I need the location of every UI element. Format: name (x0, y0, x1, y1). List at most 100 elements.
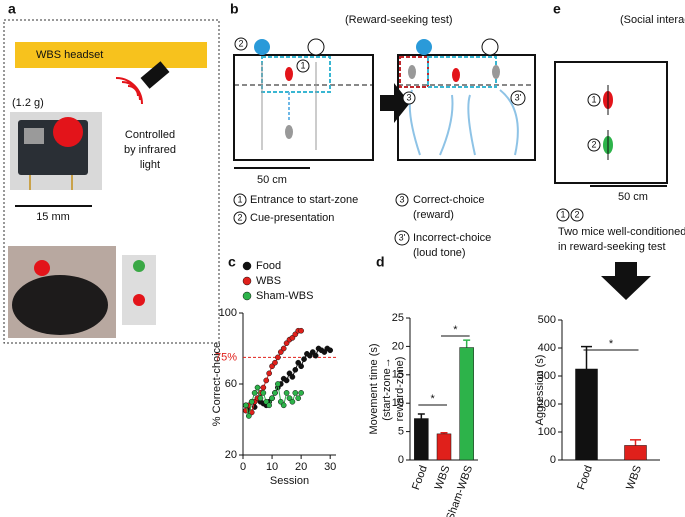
panel-title: (Social interaction) (620, 14, 685, 26)
control-line: light (140, 159, 160, 171)
y-tick-label: 10 (392, 397, 404, 409)
y-tick-label: 400 (538, 342, 556, 354)
x-tick-label: 20 (295, 461, 307, 473)
bar (459, 347, 474, 461)
bar (624, 445, 647, 461)
legend-swatch (242, 276, 252, 286)
marker: 1 (591, 94, 596, 104)
legend-text: Incorrect-choice (413, 232, 491, 244)
y-tick-label: 100 (538, 426, 556, 438)
bar (575, 368, 598, 461)
bar (414, 418, 429, 461)
x-tick-label: WBS (624, 464, 644, 492)
data-point (298, 390, 304, 396)
marker: 2 (237, 212, 242, 222)
bar (436, 433, 452, 461)
y-tick-label: 25 (392, 312, 404, 324)
data-point (289, 374, 296, 380)
panel-title: (Reward-seeking test) (345, 14, 453, 26)
data-point (269, 395, 275, 402)
marker: 3' (399, 232, 406, 242)
x-axis-label: Session (270, 475, 309, 487)
data-point (327, 347, 334, 354)
arena-social (554, 61, 668, 222)
panel-frame (3, 19, 220, 344)
panel-letter: e (553, 1, 561, 17)
y-tick-label: 20 (392, 340, 404, 352)
data-point (254, 384, 261, 391)
y-axis-label: % Correct-choice (211, 342, 223, 426)
significance-label: * (431, 393, 436, 405)
y-tick-label: 60 (225, 378, 237, 390)
x-tick-label: 10 (266, 461, 278, 473)
legend-text: (reward) (413, 209, 454, 221)
y-tick-label: 500 (538, 314, 556, 326)
headset-label: WBS headset (36, 49, 103, 61)
legend-text: Correct-choice (413, 194, 485, 206)
ir-transmitter (115, 61, 170, 105)
arena-right (397, 38, 536, 161)
y-tick-label: 200 (538, 398, 556, 410)
scale-label: 50 cm (257, 174, 287, 186)
data-point (292, 366, 299, 373)
data-point (283, 390, 290, 396)
y-tick-label: 20 (225, 449, 237, 461)
y-tick-label: 0 (398, 454, 404, 466)
y-axis-label: Aggression (s) (534, 355, 546, 426)
data-point (260, 390, 267, 396)
data-point (301, 356, 307, 362)
legend-swatch (242, 261, 252, 271)
note: Two mice well-conditioned (558, 226, 685, 238)
panel-letter: c (228, 254, 236, 270)
marker: 3 (399, 194, 404, 204)
legend-text: Entrance to start-zone (250, 194, 358, 206)
y-tick-label: 100 (219, 307, 237, 319)
panel-letter: b (230, 1, 239, 17)
x-tick-label: WBS (433, 464, 453, 492)
significance-label: * (453, 324, 458, 336)
data-point (266, 402, 273, 409)
headset-banner (15, 42, 207, 68)
arrow (601, 262, 651, 300)
data-point (272, 390, 278, 396)
y-axis-label: (start-zone→ (381, 357, 393, 421)
panel-letter: a (8, 1, 16, 17)
arena-left (233, 37, 374, 161)
legend-markers (233, 193, 410, 246)
x-tick-label: Food (575, 464, 595, 492)
marker: 2 (591, 139, 596, 149)
data-point (251, 390, 258, 396)
data-point (280, 345, 287, 352)
scale-label: 50 cm (618, 191, 648, 203)
data-point (260, 384, 267, 391)
x-tick-label: 30 (324, 461, 336, 473)
data-point (243, 402, 249, 409)
data-point (312, 352, 319, 359)
marker: 3 (406, 92, 411, 102)
legend-swatch (242, 291, 252, 301)
note: in reward-seeking test (558, 241, 666, 253)
data-point (245, 413, 252, 419)
y-tick-label: 300 (538, 370, 556, 382)
data-point (280, 402, 287, 409)
data-point (257, 395, 264, 402)
legend-label: Food (256, 260, 281, 272)
y-axis-label: Movement time (s) (368, 343, 380, 434)
scale-label: 15 mm (36, 211, 70, 223)
data-point (272, 359, 278, 366)
marker: 2 (574, 209, 579, 219)
marker: 3' (515, 92, 522, 102)
annotation: 75% (215, 351, 237, 363)
weight: (1.2 g) (12, 97, 44, 109)
legend-label: WBS (256, 275, 281, 287)
data-point (263, 377, 270, 384)
significance-label: * (609, 338, 614, 350)
data-point (248, 398, 255, 405)
data-point (289, 398, 296, 405)
legend-label: Sham-WBS (256, 290, 313, 302)
data-point (298, 363, 304, 370)
y-tick-label: 0 (550, 454, 556, 466)
marker: 1 (560, 209, 565, 219)
data-point (266, 370, 273, 377)
